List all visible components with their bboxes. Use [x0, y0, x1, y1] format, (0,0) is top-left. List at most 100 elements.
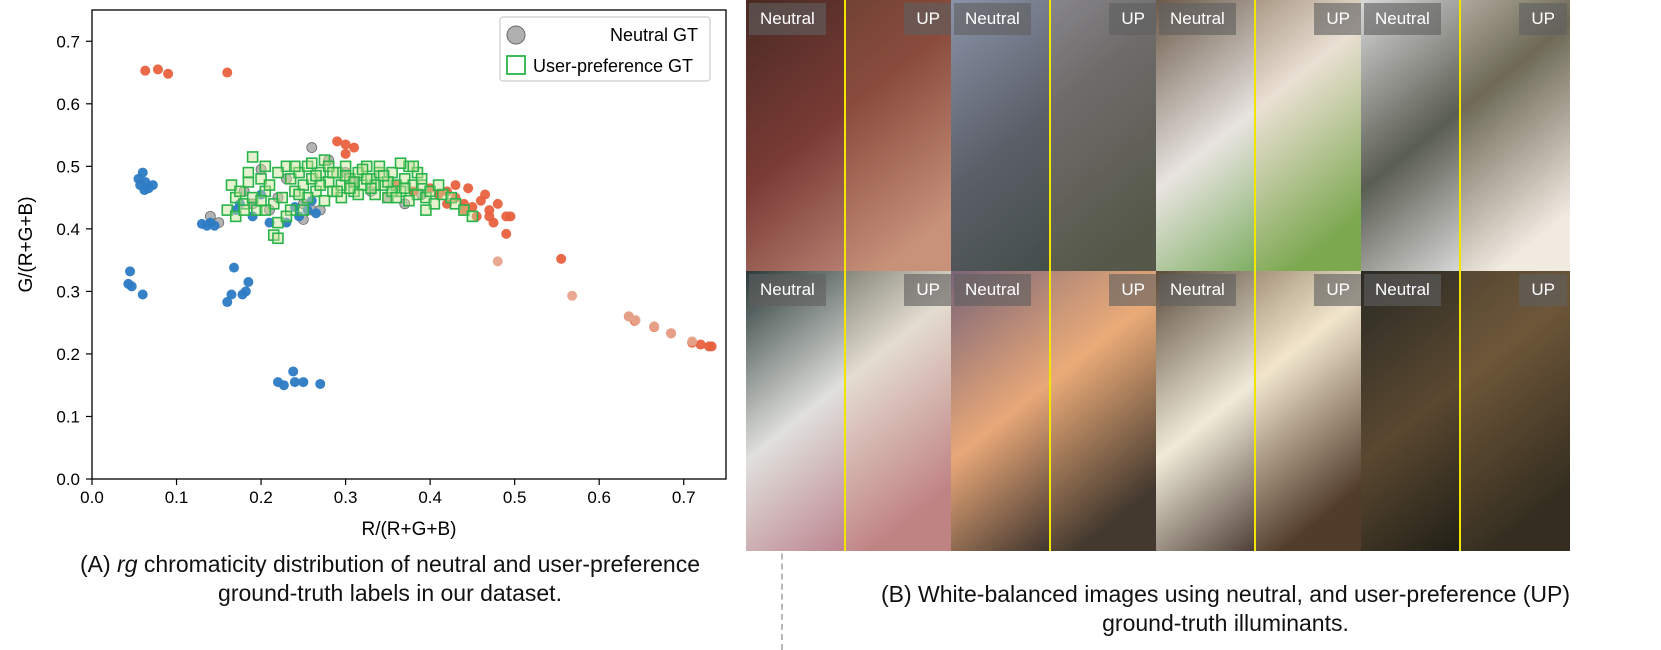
- data-point-user-preference-gt-0: [225, 179, 238, 191]
- data-point-blue-cluster-16: [243, 277, 254, 288]
- y-tick-label: 0.1: [56, 407, 80, 426]
- legend-neutral-label: Neutral GT: [610, 25, 698, 45]
- photo-image-hotel-lamps: [1156, 271, 1365, 551]
- data-point-orange-cluster-21: [463, 183, 474, 194]
- data-point-orange-cluster-30: [556, 253, 567, 264]
- y-tick-label: 0.3: [56, 282, 80, 301]
- data-point-user-preference-gt-51: [428, 198, 441, 210]
- data-point-user-preference-gt-71: [272, 166, 284, 179]
- data-point-user-preference-gt-78: [394, 157, 407, 170]
- data-point-light-orange-points-3: [630, 315, 641, 326]
- neutral-label: Neutral: [1364, 3, 1441, 35]
- neutral-label: Neutral: [1159, 274, 1236, 306]
- neutral-label: Neutral: [954, 274, 1031, 306]
- data-point-user-preference-gt-60: [259, 204, 272, 216]
- y-axis-label: G/(R+G+B): [16, 196, 37, 292]
- data-point-user-preference-gt-70: [259, 160, 272, 173]
- data-point-user-preference-gt-59: [238, 204, 250, 216]
- data-point-user-preference-gt-62: [301, 191, 314, 204]
- photo-image-cupcakes: [746, 0, 955, 280]
- data-point-orange-cluster-8: [391, 180, 402, 191]
- data-point-orange-cluster-23: [492, 198, 503, 209]
- data-point-blue-cluster-32: [294, 211, 305, 222]
- data-point-orange-cluster-36: [695, 339, 706, 350]
- y-tick-label: 0.5: [56, 157, 80, 176]
- data-point-orange-cluster-22: [480, 189, 491, 200]
- up-tint: [844, 0, 955, 280]
- data-point-blue-cluster-9: [126, 281, 137, 292]
- panel-b: Neutral UP Neutral UP Neutral UP Neutral UP Neut…: [746, 0, 1661, 650]
- data-point-user-preference-gt-54: [449, 198, 462, 210]
- data-point-user-preference-gt-10: [263, 179, 276, 191]
- data-point-neutral-gt-10: [306, 142, 318, 153]
- photo-image-snowy-stairs: [1361, 0, 1570, 280]
- data-point-user-preference-gt-96: [360, 173, 373, 185]
- y-tick-label: 0.2: [56, 345, 80, 364]
- caption-a-emphasis: rg: [117, 551, 138, 577]
- data-point-user-preference-gt-2: [234, 185, 246, 198]
- data-point-light-orange-points-0: [492, 256, 503, 267]
- data-point-user-preference-gt-99: [407, 160, 420, 173]
- y-tick-label: 0.6: [56, 95, 80, 114]
- up-tint: [1254, 271, 1365, 551]
- x-tick-label: 0.1: [165, 488, 189, 507]
- data-point-orange-cluster-4: [332, 136, 343, 147]
- legend-user-preference-marker: [506, 55, 526, 75]
- x-tick-label: 0.2: [249, 488, 273, 507]
- legend-box: [499, 16, 711, 82]
- y-tick-label: 0.7: [56, 32, 80, 51]
- data-point-user-preference-gt-69: [420, 204, 432, 216]
- up-tint: [1049, 0, 1160, 280]
- data-point-user-preference-gt-48: [415, 179, 428, 191]
- x-axis-label: R/(R+G+B): [361, 519, 456, 540]
- data-point-user-preference-gt-93: [310, 169, 322, 182]
- legend-neutral-marker: [506, 25, 526, 45]
- split-line: [1049, 0, 1051, 280]
- data-point-user-preference-gt-94: [327, 166, 339, 179]
- up-label: UP: [1109, 3, 1157, 35]
- data-point-user-preference-gt-91: [255, 194, 267, 207]
- data-point-orange-cluster-29: [501, 228, 512, 239]
- split-line: [1459, 271, 1461, 551]
- photo-fire-route-sign: Neutral UP: [951, 0, 1160, 280]
- data-point-user-preference-gt-15: [276, 191, 289, 204]
- data-point-user-preference-gt-11: [267, 198, 280, 210]
- data-point-blue-cluster-12: [226, 289, 237, 300]
- data-point-orange-cluster-25: [458, 205, 469, 216]
- x-tick-label: 0.7: [672, 488, 696, 507]
- caption-a-line1: chromaticity distribution of neutral and…: [143, 551, 701, 577]
- neutral-label: Neutral: [1159, 3, 1236, 35]
- x-tick-label: 0.6: [587, 488, 611, 507]
- data-point-orange-cluster-38: [706, 341, 717, 352]
- data-point-user-preference-gt-90: [242, 166, 255, 179]
- legend-user-preference-label: User-preference GT: [533, 56, 693, 76]
- split-line: [1254, 271, 1256, 551]
- up-tint: [1049, 271, 1160, 551]
- data-point-blue-cluster-5: [147, 180, 158, 191]
- legend: Neutral GT User-preference GT: [499, 16, 711, 82]
- data-point-user-preference-gt-4: [242, 176, 255, 188]
- photo-snowy-stairs: Neutral UP: [1361, 0, 1570, 280]
- data-point-orange-cluster-15: [467, 201, 478, 212]
- neutral-label: Neutral: [1364, 274, 1441, 306]
- data-point-blue-cluster-2: [137, 167, 148, 178]
- split-line: [1459, 0, 1461, 280]
- up-label: UP: [904, 3, 952, 35]
- data-point-blue-cluster-30: [264, 217, 275, 228]
- data-point-orange-cluster-0: [140, 65, 151, 76]
- data-point-user-preference-gt-92: [293, 188, 305, 201]
- data-point-user-preference-gt-63: [318, 194, 331, 207]
- data-point-user-preference-gt-17: [284, 173, 297, 185]
- neutral-label: Neutral: [954, 3, 1031, 35]
- data-point-blue-cluster-18: [278, 380, 289, 391]
- data-point-blue-cluster-29: [247, 211, 258, 222]
- neutral-label: Neutral: [749, 274, 826, 306]
- axes: 0.0 0.1 0.2 0.3 0.4 0.5 0.6 0.7 0.0 0.1 0.2 0.3 0.4 0…: [16, 9, 727, 540]
- data-point-orange-cluster-19: [488, 217, 499, 228]
- data-point-orange-cluster-20: [450, 180, 461, 191]
- x-tick-label: 0.5: [503, 488, 527, 507]
- split-line: [1049, 271, 1051, 551]
- data-point-blue-cluster-20: [289, 377, 300, 388]
- data-point-user-preference-gt-77: [373, 160, 386, 173]
- data-point-user-preference-gt-73: [305, 157, 318, 170]
